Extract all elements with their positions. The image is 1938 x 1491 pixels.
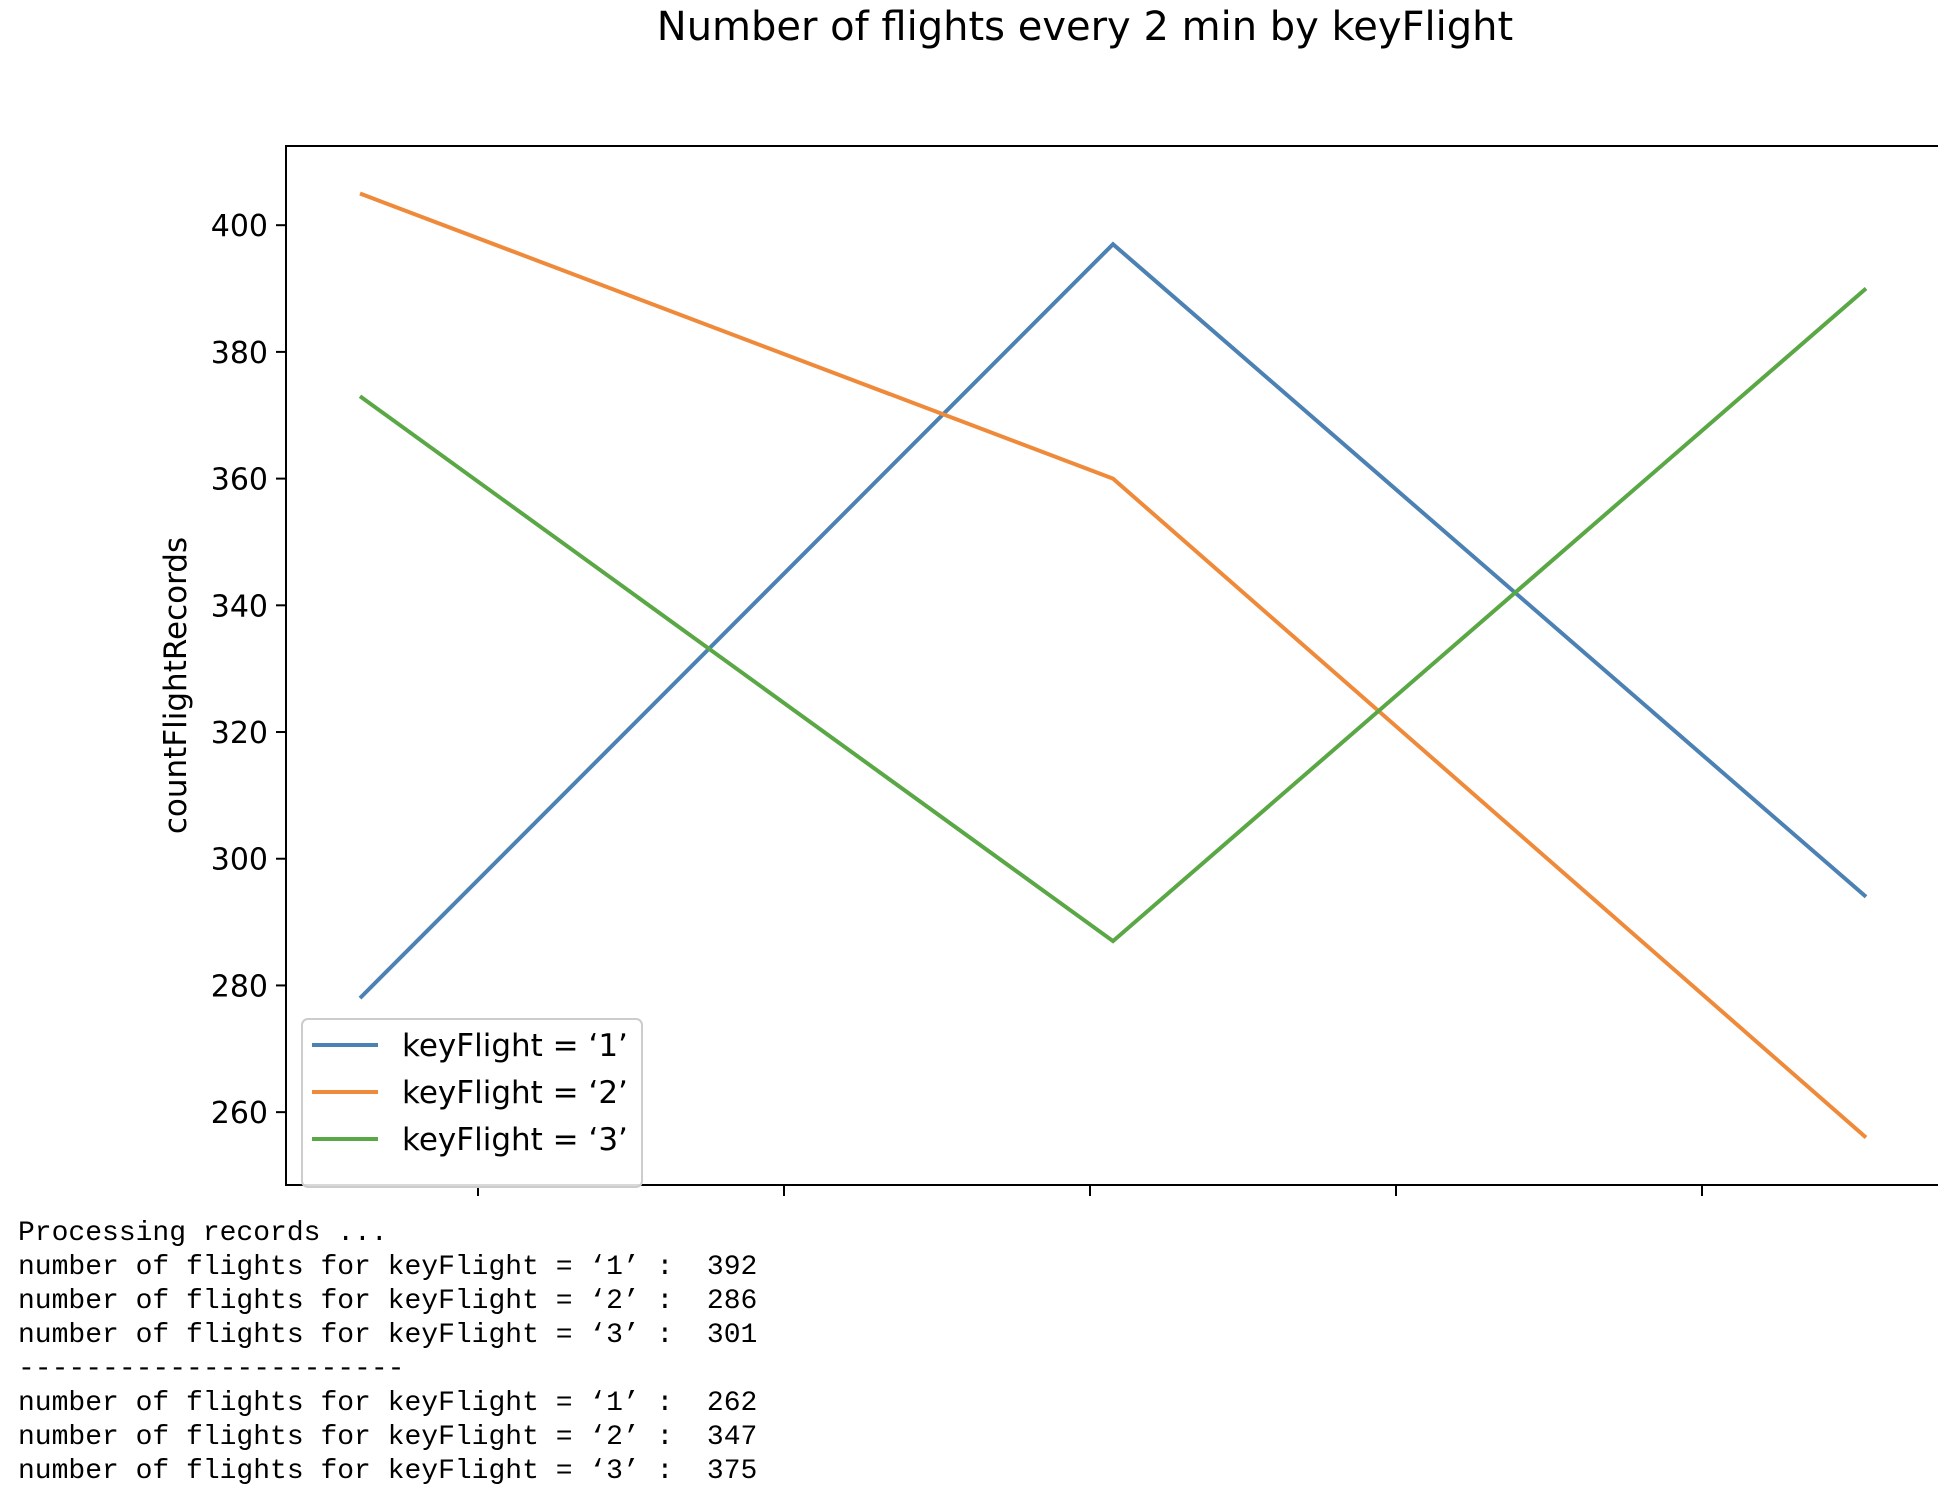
y-tick-label: 380 <box>211 336 268 371</box>
series-layer <box>358 191 1868 1139</box>
y-tick-label: 260 <box>211 1096 268 1131</box>
console-line: number of flights for keyFlight = ‘1’ : … <box>18 1252 758 1283</box>
console-line: Processing records ... <box>18 1218 388 1249</box>
y-tick-label: 280 <box>211 969 268 1004</box>
console-line: number of flights for keyFlight = ‘3’ : … <box>18 1456 758 1487</box>
y-tick-label: 300 <box>211 843 268 878</box>
chart-title: Number of flights every 2 min by keyFlig… <box>657 4 1513 50</box>
y-tick-label: 320 <box>211 716 268 751</box>
legend-label: keyFlight = ‘2’ <box>402 1075 628 1111</box>
legend-box <box>301 1018 643 1188</box>
console-line: number of flights for keyFlight = ‘1’ : … <box>18 1388 758 1419</box>
x-axis <box>477 1185 1703 1196</box>
y-axis: 260 280 300 320 340 360 380 400 <box>211 209 286 1131</box>
legend: keyFlight = ‘1’ keyFlight = ‘2’ keyFlight … <box>301 1018 643 1188</box>
console-line: number of flights for keyFlight = ‘3’ : … <box>18 1320 758 1351</box>
console-output: Processing records ... number of flights … <box>18 1217 757 1489</box>
console-line: number of flights for keyFlight = ‘2’ : … <box>18 1422 758 1453</box>
y-tick-label: 400 <box>211 209 268 244</box>
console-line: ----------------------- <box>18 1354 405 1385</box>
legend-label: keyFlight = ‘3’ <box>402 1122 628 1158</box>
y-axis-label: countFlightRecords <box>158 537 194 834</box>
console-line: number of flights for keyFlight = ‘2’ : … <box>18 1286 758 1317</box>
chart: Number of flights every 2 min by keyFlig… <box>158 4 1938 1196</box>
legend-label: keyFlight = ‘1’ <box>402 1028 628 1064</box>
plot-area <box>285 145 1938 1186</box>
y-tick-label: 340 <box>211 589 268 624</box>
y-tick-label: 360 <box>211 463 268 498</box>
